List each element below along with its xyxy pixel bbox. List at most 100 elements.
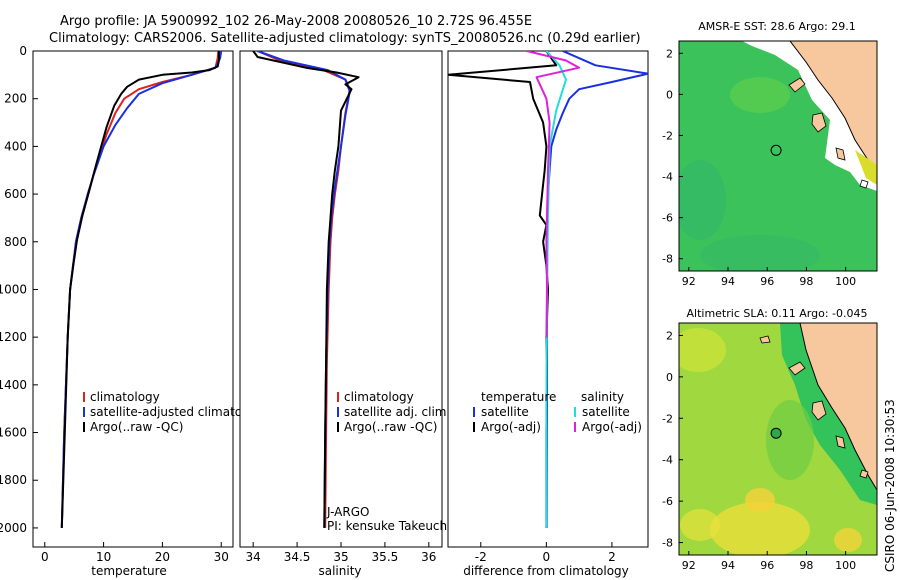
map-y-tick-label: 0	[666, 88, 673, 101]
sla-mid-patch	[766, 400, 814, 480]
y-tick-label: 600	[4, 187, 27, 201]
float-pi-label: PI: kensuke Takeuchi	[327, 519, 450, 533]
sla-map-title: Altimetric SLA: 0.11 Argo: -0.045	[687, 307, 868, 320]
sla-high-patch-south-center	[745, 488, 775, 512]
sla-map-field	[679, 323, 877, 555]
sla-map-axes: 92 94 96 98 100 2 0 -2 -4 -6 -8	[662, 329, 856, 572]
map-x-tick-label: 92	[682, 559, 696, 572]
map-y-tick-label: 0	[666, 371, 673, 384]
sst-island-nias	[811, 112, 827, 133]
difference-panel: -2 0 2 temperature salinitysatelliteArgo(-a…	[447, 50, 649, 578]
x-tick-label: 0	[41, 550, 49, 564]
y-tick-label: 200	[4, 92, 27, 106]
sla-island-nias	[811, 400, 827, 421]
sst-argo-position-marker	[770, 144, 782, 156]
map-y-tick-label: -2	[662, 412, 673, 425]
sst-warm-patch	[730, 77, 790, 113]
map-y-tick-label: -4	[662, 171, 673, 184]
sst-island-enggano	[859, 179, 869, 189]
x-tick-label: 34	[246, 550, 261, 564]
figure-title-line1: Argo profile: JA 5900992_102 26-May-2008…	[60, 14, 532, 29]
map-x-tick-label: 100	[835, 559, 856, 572]
x-tick-label: 36	[421, 550, 436, 564]
sla-island-west	[759, 335, 771, 344]
x-tick-label: 0	[543, 550, 551, 564]
map-x-tick-label: 96	[760, 275, 774, 288]
map-x-tick-label: 96	[760, 559, 774, 572]
legend-label: satellite-adjusted climatology	[90, 405, 268, 419]
sst-sumatra-land	[789, 41, 877, 176]
sla-argo-position-marker	[770, 427, 782, 439]
sla-island-simeulue	[788, 361, 806, 376]
temperature-xlabel: temperature	[91, 564, 166, 578]
legend-label: climatology	[344, 390, 414, 404]
legend-header-salinity: salinity	[581, 390, 624, 404]
map-x-tick-label: 98	[799, 559, 813, 572]
legend-label: Argo(-adj)	[481, 420, 541, 434]
salinity-x-axis: 34 34.5 35 35.5 36	[246, 542, 436, 564]
sst-map-field	[679, 41, 877, 271]
sst-map-panel: AMSR-E SST: 28.6 Argo: 29.1 92 94 96 98 100 2…	[662, 20, 878, 288]
y-tick-label: 0	[19, 44, 27, 58]
salinity-lines	[252, 51, 360, 528]
x-tick-label: 34.5	[284, 550, 311, 564]
sla-sumatra-land	[799, 323, 877, 491]
map-y-tick-label: -8	[662, 253, 673, 266]
x-tick-label: 35	[333, 550, 348, 564]
y-tick-label: 400	[4, 139, 27, 153]
y-tick-label: 1200	[0, 330, 27, 344]
legend-label: Argo(..raw -QC)	[344, 420, 437, 434]
map-x-tick-label: 92	[682, 275, 696, 288]
map-x-tick-label: 100	[835, 275, 856, 288]
map-x-tick-label: 98	[799, 275, 813, 288]
map-x-tick-label: 94	[721, 275, 735, 288]
map-y-tick-label: -8	[662, 537, 673, 550]
sst-map-frame	[678, 40, 878, 272]
legend-label: Argo(-adj)	[582, 420, 642, 434]
map-x-tick-label: 94	[721, 559, 735, 572]
sla-high-patch-southwest	[680, 509, 720, 541]
legend-label: satellite adj. clim.	[344, 405, 450, 419]
sst-map-axes: 92 94 96 98 100 2 0 -2 -4 -6 -8	[662, 47, 856, 288]
sst-cool-patch-south	[700, 235, 820, 271]
x-tick-label: 20	[155, 550, 170, 564]
figure-title-line2: Climatology: CARS2006. Satellite-adjuste…	[49, 31, 641, 46]
y-tick-label: 1600	[0, 426, 27, 440]
y-tick-label: 800	[4, 235, 27, 249]
depth-axis: 0 200 400 600 800 1000 1200 1400 1600 1800 2000	[0, 44, 38, 535]
difference-lines	[448, 51, 648, 528]
x-tick-label: 2	[608, 550, 616, 564]
series-line-argo-raw-qc-	[252, 51, 360, 528]
y-tick-label: 1000	[0, 282, 27, 296]
y-tick-label: 2000	[0, 521, 27, 535]
temperature-x-axis: 0 10 20 30	[41, 542, 229, 564]
sla-island-siberut	[835, 435, 846, 449]
salinity-xlabel: salinity	[318, 564, 361, 578]
legend-label: satellite	[582, 405, 630, 419]
map-y-tick-label: -6	[662, 495, 673, 508]
sst-cool-patch	[679, 160, 726, 240]
map-y-tick-label: -4	[662, 454, 673, 467]
y-tick-label: 1400	[0, 378, 27, 392]
x-tick-label: -2	[475, 550, 487, 564]
temperature-panel: 0 200 400 600 800 1000 1200 1400 1600 1800 2000 0 1…	[0, 44, 268, 578]
sla-high-patch-southeast	[834, 528, 862, 552]
temperature-axes-frame	[32, 50, 234, 548]
temperature-lines	[60, 51, 223, 528]
csiro-timestamp: CSIRO 06-Jun-2008 10:30:53	[883, 399, 897, 572]
x-tick-label: 10	[96, 550, 111, 564]
sla-island-enggano	[859, 469, 869, 479]
x-tick-label: 30	[214, 550, 229, 564]
difference-legend: temperature salinitysatelliteArgo(-adj)sa…	[473, 390, 642, 434]
map-y-tick-label: -6	[662, 212, 673, 225]
sla-high-patch-west	[679, 328, 726, 372]
legend-label: climatology	[90, 390, 160, 404]
y-tick-label: 1800	[0, 473, 27, 487]
series-line-salinity-argo-adj-	[526, 51, 581, 338]
map-y-tick-label: -2	[662, 129, 673, 142]
map-y-tick-label: 2	[666, 329, 673, 342]
sst-map-title: AMSR-E SST: 28.6 Argo: 29.1	[698, 20, 856, 33]
